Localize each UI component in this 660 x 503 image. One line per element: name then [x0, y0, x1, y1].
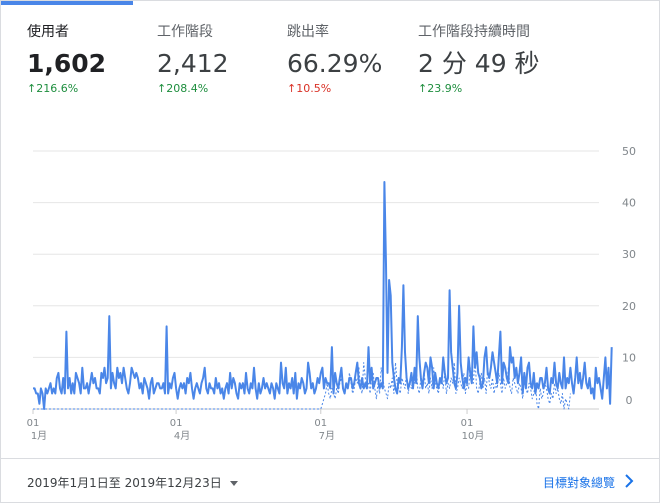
y-tick-label: 10: [622, 351, 636, 364]
metric-delta: ↑23.9%: [418, 82, 540, 96]
metric-tab-users[interactable]: 使用者 1,602 ↑216.6%: [27, 23, 106, 96]
x-tick-label: 10月: [462, 430, 485, 442]
metric-tab-bounce-rate[interactable]: 跳出率 66.29% ↑10.5%: [287, 23, 382, 96]
arrow-up-icon: ↑: [418, 82, 428, 95]
users-line-chart: 0 10 20 30 40 50 01 1月 01 4月 01 7月 01 10月: [1, 131, 659, 446]
delta-value: 208.4%: [166, 82, 209, 95]
metric-name: 使用者: [27, 24, 69, 40]
metric-name: 工作階段: [157, 24, 213, 40]
arrow-up-icon: ↑: [157, 82, 167, 95]
metric-name: 跳出率: [287, 24, 329, 40]
metric-tabs: 使用者 1,602 ↑216.6% 工作階段 2,412 ↑208.4% 跳出率…: [1, 1, 659, 111]
x-tick-label: 7月: [319, 430, 335, 442]
x-tick-label: 01: [170, 418, 183, 429]
date-range-selector[interactable]: 2019年1月1日至 2019年12月23日: [27, 474, 238, 491]
metric-delta: ↑208.4%: [157, 82, 229, 96]
metric-delta: ↑10.5%: [287, 82, 382, 96]
x-tick-label: 01: [27, 418, 40, 429]
x-tick-label: 1月: [31, 430, 47, 442]
y-tick-label: 20: [622, 300, 636, 313]
delta-value: 216.6%: [36, 82, 79, 95]
comparison-series-line: [33, 356, 571, 410]
caret-down-icon: [229, 481, 238, 486]
date-range-label: 2019年1月1日至 2019年12月23日: [27, 476, 222, 490]
x-tick-label: 01: [314, 418, 327, 429]
metric-name: 工作階段持續時間: [418, 24, 530, 40]
chevron-right-icon[interactable]: [621, 472, 637, 490]
metric-delta: ↑216.6%: [27, 82, 106, 96]
arrow-up-icon: ↑: [287, 82, 297, 95]
y-tick-label: 40: [622, 197, 636, 210]
metric-value: 2 分 49 秒: [418, 49, 540, 78]
metric-tab-sessions[interactable]: 工作階段 2,412 ↑208.4%: [157, 23, 229, 96]
x-tick-label: 4月: [174, 430, 190, 442]
delta-value: 23.9%: [427, 82, 463, 95]
metric-tab-session-duration[interactable]: 工作階段持續時間 2 分 49 秒 ↑23.9%: [418, 23, 540, 96]
card-footer: 2019年1月1日至 2019年12月23日 目標對象總覽: [1, 458, 659, 503]
arrow-up-icon: ↑: [27, 82, 37, 95]
y-tick-label: 50: [622, 145, 636, 158]
users-series-line: [33, 181, 613, 410]
x-tick-label: 01: [461, 418, 474, 429]
delta-value: 10.5%: [296, 82, 332, 95]
metric-value: 66.29%: [287, 49, 383, 78]
metric-value: 2,412: [157, 49, 229, 78]
y-tick-label: 0: [626, 394, 633, 407]
metric-value: 1,602: [27, 49, 107, 78]
active-metric-indicator: [1, 1, 133, 5]
audience-overview-link[interactable]: 目標對象總覽: [542, 476, 615, 490]
y-tick-label: 30: [622, 248, 636, 261]
